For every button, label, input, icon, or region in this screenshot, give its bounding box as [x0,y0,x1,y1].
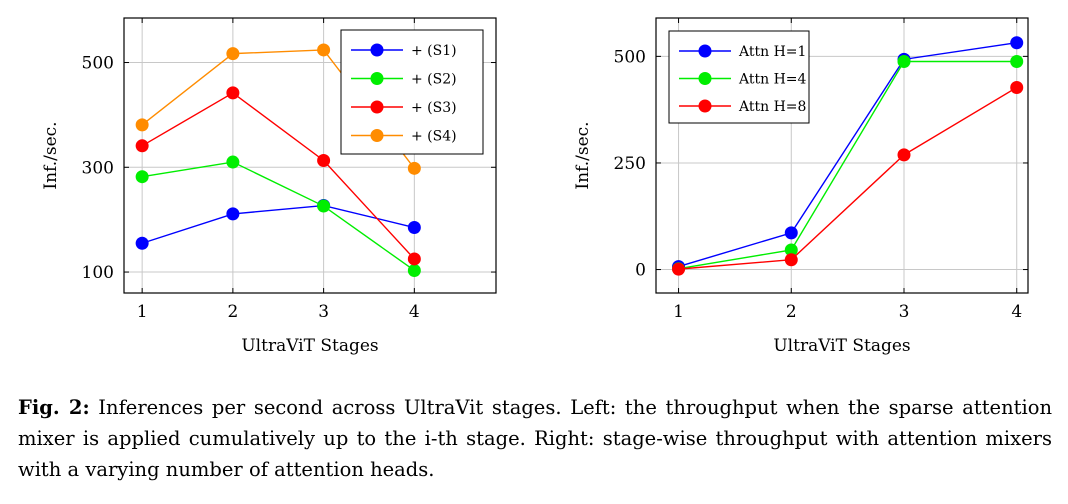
data-point [317,153,331,167]
data-point [784,243,798,257]
series-line [141,92,415,260]
data-point [407,263,421,277]
legend-label: Attn H=8 [738,99,806,115]
right-chart: 1 2 3 4 0 250 500 UltraViT Stages Inf./sec. Attn … [573,17,1029,356]
x-tick-label: 3 [899,302,910,322]
left-chart: 1 2 3 4 100 300 500 UltraViT Stages Inf./sec. + (… [41,17,497,356]
data-point [317,199,331,213]
y-tick-label: 300 [82,158,114,178]
data-point [897,54,911,68]
y-tick-label: 500 [82,54,114,74]
data-point [407,252,421,266]
series-line [141,204,415,244]
legend-swatch-marker [698,44,712,58]
legend-swatch-marker [370,72,384,85]
series-line [678,42,1017,268]
caption-text: Inferences per second across UltraVit st… [18,396,1053,481]
data-point [135,139,149,153]
legend-label: + (S4) [411,129,457,145]
series-line [142,161,415,272]
legend-swatch-marker [370,129,384,142]
y-axis-label: Inf./sec. [573,121,593,189]
data-point [407,221,421,235]
caption-label: Fig. 2: [18,396,90,419]
series-line [678,60,1017,270]
axes-frame [655,17,1029,294]
y-tick-label: 250 [614,154,646,174]
y-tick-label: 100 [82,263,114,283]
x-tick-label: 2 [227,302,238,322]
data-point [784,253,798,267]
legend-label: Attn H=1 [738,44,806,60]
data-point [226,155,240,169]
y-tick-label: 500 [614,47,646,67]
data-point [1010,80,1024,94]
y-tick-label: 0 [635,261,646,281]
legend-label: + (S1) [411,43,457,59]
legend-label: + (S2) [411,72,457,88]
x-axis-label: UltraViT Stages [241,336,378,356]
data-point [672,262,686,276]
legend-label: + (S3) [411,100,457,116]
data-point [407,161,421,175]
x-tick-label: 1 [673,302,684,322]
data-point [226,86,240,100]
legend-swatch-marker [370,100,384,114]
figure-caption: Fig. 2: Inferences per second across Ult… [18,392,1052,485]
legend-swatch-marker [698,72,712,85]
data-point [897,148,911,162]
data-point [1010,54,1024,68]
series-line [678,86,1018,270]
x-axis-label: UltraViT Stages [773,336,910,356]
legend-swatch-marker [698,99,712,113]
figure: 1 2 3 4 100 300 500 UltraViT Stages Inf./sec. + (… [41,17,1029,356]
data-point [784,226,798,240]
data-point [135,236,149,250]
legend-box [668,30,810,124]
data-point [135,170,149,184]
x-tick-label: 1 [137,302,148,322]
legend-label: Attn H=4 [738,72,807,88]
y-axis-label: Inf./sec. [41,121,61,189]
data-point [1010,36,1024,50]
x-tick-label: 4 [1011,302,1022,322]
x-tick-label: 4 [409,302,420,322]
legend-swatch-marker [370,43,384,57]
data-point [317,43,331,57]
x-tick-label: 2 [786,302,797,322]
data-point [226,47,240,61]
data-point [226,207,240,221]
x-tick-label: 3 [318,302,329,322]
data-point [135,118,149,132]
axes-frame [123,17,497,294]
